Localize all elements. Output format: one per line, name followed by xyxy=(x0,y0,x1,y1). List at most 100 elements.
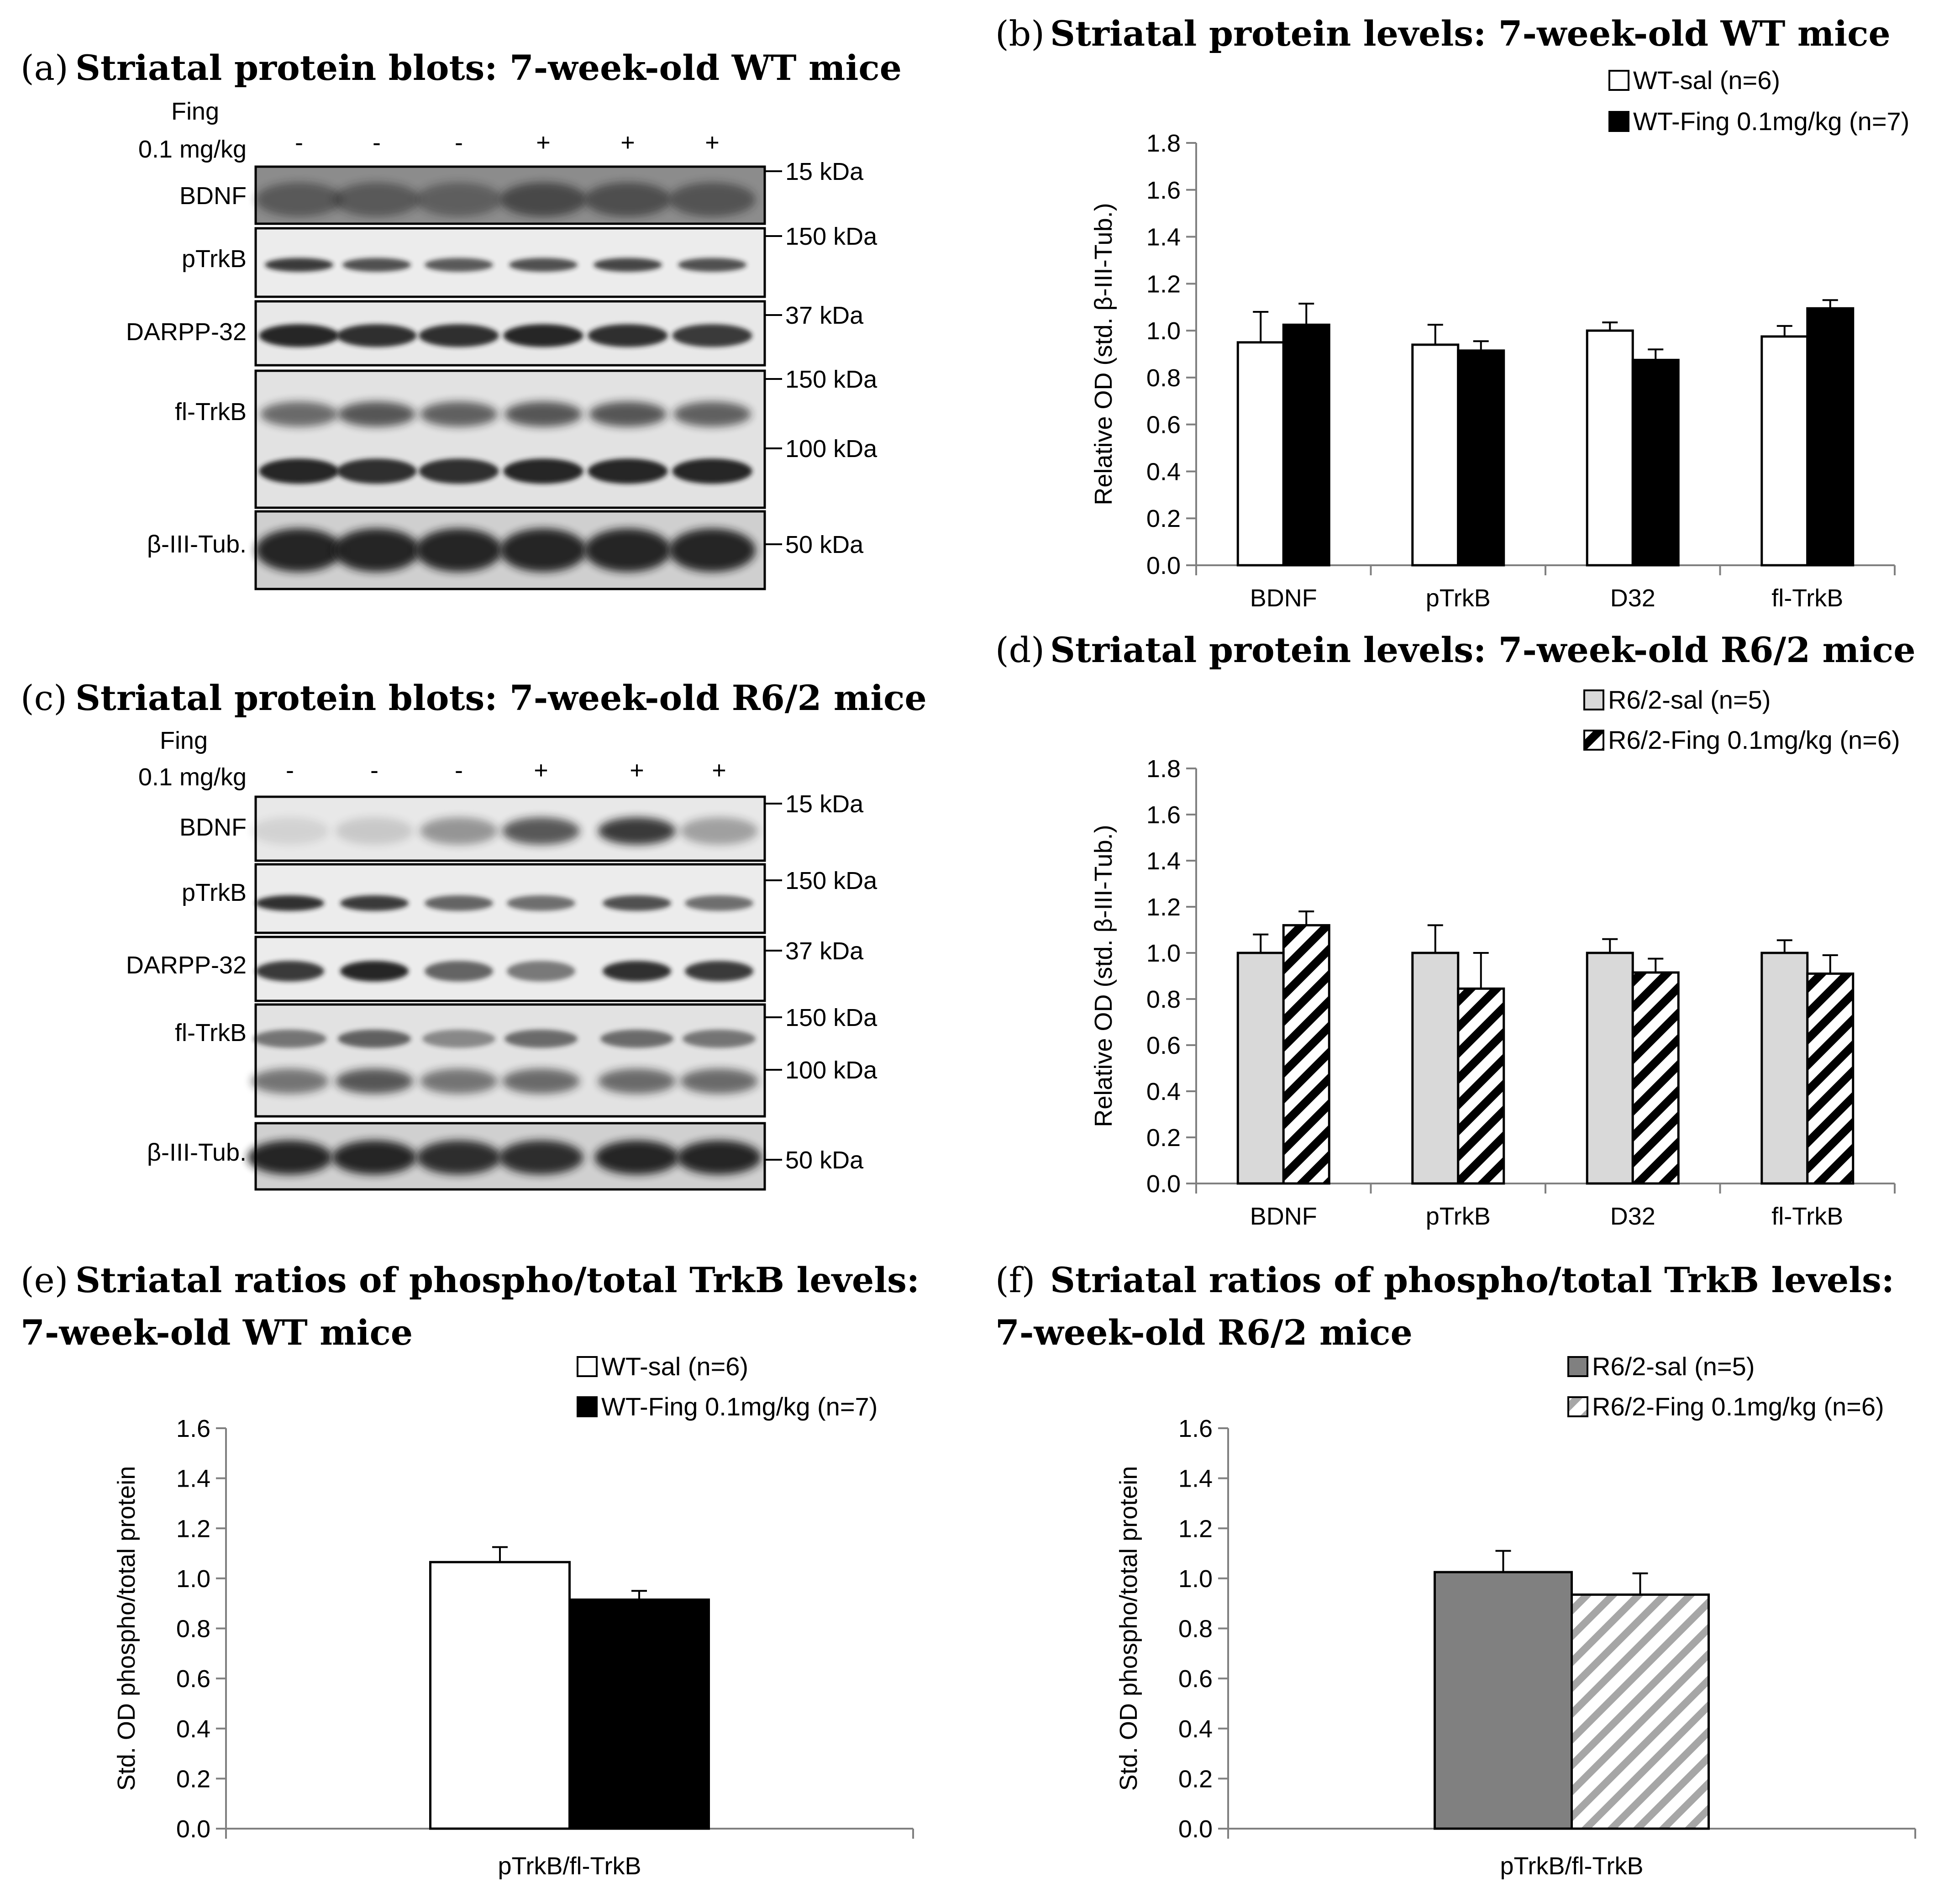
legend-entry-1: R6/2-sal (n=5) xyxy=(1592,1352,1755,1381)
marker-label-2: 150 kDa xyxy=(785,223,878,250)
y-tick-label: 0.6 xyxy=(176,1665,210,1693)
panel-d-letter: (d) xyxy=(995,630,1045,670)
blot-strip-border xyxy=(254,510,766,590)
protein-band xyxy=(499,1140,583,1175)
blot-strip-border xyxy=(254,1122,766,1191)
blot-strip-3 xyxy=(254,300,766,367)
lane-sign-4: + xyxy=(536,129,551,156)
y-tick-label: 1.4 xyxy=(1146,224,1181,251)
bar-black-pTrkB/fl-TrkB xyxy=(568,1598,710,1830)
band-label-4: fl-TrkB xyxy=(175,1019,247,1047)
protein-band xyxy=(669,182,756,217)
protein-band xyxy=(507,961,575,982)
y-tick-label: 0.4 xyxy=(176,1715,210,1743)
y-tick-label: 0.8 xyxy=(1146,986,1181,1013)
y-tick-label: 1.2 xyxy=(176,1515,210,1542)
blot-strip-border xyxy=(254,795,766,862)
panel-c-letter: (c) xyxy=(21,678,67,718)
legend-swatch-1 xyxy=(1567,1356,1588,1377)
band-label-1: BDNF xyxy=(179,182,247,210)
bar-white-BDNF xyxy=(1236,341,1285,567)
x-category-label: pTrkB/fl-TrkB xyxy=(1500,1852,1644,1880)
bar-hatch-light-pTrkB/fl-TrkB xyxy=(1571,1593,1710,1830)
protein-band xyxy=(425,895,493,911)
band-label-2: pTrkB xyxy=(182,879,247,906)
protein-band xyxy=(425,961,493,982)
y-tick-label: 0.4 xyxy=(1146,458,1181,485)
panel-a-marker-labels: 15 kDa 150 kDa 37 kDa 150 kDa 100 kDa 50 kDa xyxy=(765,158,878,558)
marker-label-5: 100 kDa xyxy=(785,1057,878,1084)
blot-strip-1 xyxy=(251,795,766,862)
bar-lightgray-fl-TrkB xyxy=(1760,952,1809,1185)
marker-label-1: 15 kDa xyxy=(785,790,864,818)
protein-band xyxy=(672,324,752,347)
band-label-1: BDNF xyxy=(179,814,247,841)
protein-band xyxy=(415,528,502,572)
y-tick-label: 0.0 xyxy=(1178,1815,1213,1843)
y-tick-label: 0.8 xyxy=(1146,364,1181,392)
protein-band xyxy=(600,1030,673,1048)
protein-band xyxy=(584,182,671,217)
protein-band xyxy=(588,458,668,484)
bar-black-BDNF xyxy=(1282,323,1330,567)
lane-sign-1: - xyxy=(295,129,303,156)
blot-strip-2 xyxy=(254,227,766,298)
y-tick-label: 0.0 xyxy=(1146,552,1181,579)
y-axis-label: Relative OD (std. β-III-Tub.) xyxy=(1090,203,1117,505)
blot-strip-background xyxy=(256,228,765,297)
protein-band xyxy=(422,1030,495,1048)
panel-a-band-labels: BDNF pTrkB DARPP-32 fl-TrkB β-III-Tub. xyxy=(126,182,247,558)
protein-band xyxy=(247,1140,332,1175)
lane-sign-4: + xyxy=(534,757,548,784)
protein-band xyxy=(415,182,502,217)
blot-strip-3 xyxy=(254,936,766,1002)
y-tick-label: 0.6 xyxy=(1146,1032,1181,1059)
lane-sign-5: + xyxy=(630,757,644,784)
blot-strip-border xyxy=(254,369,766,509)
x-category-label: pTrkB/fl-TrkB xyxy=(498,1852,641,1880)
panel-b-title: Striatal protein levels: 7-week-old WT m… xyxy=(1050,13,1891,54)
panel-e-title-line1: Striatal ratios of phospho/total TrkB le… xyxy=(75,1260,920,1300)
chart-f: R6/2-sal (n=5) R6/2-Fing 0.1mg/kg (n=6) 0.… xyxy=(1115,1352,1916,1880)
y-tick-label: 1.2 xyxy=(1146,270,1181,298)
y-tick-label: 1.4 xyxy=(176,1465,210,1493)
y-axis-label: Relative OD (std. β-III-Tub.) xyxy=(1090,825,1117,1127)
legend-entry-2: WT-Fing 0.1mg/kg (n=7) xyxy=(1633,107,1909,136)
marker-label-5: 100 kDa xyxy=(785,435,878,463)
y-tick-label: 1.6 xyxy=(1146,801,1181,829)
protein-band xyxy=(260,401,338,427)
protein-band xyxy=(672,458,752,484)
y-tick-label: 1.2 xyxy=(1178,1515,1213,1542)
blot-strip-border xyxy=(254,936,766,1002)
bar-black-pTrkB xyxy=(1457,349,1505,567)
panel-a-treatment-label: Fing xyxy=(171,98,219,125)
protein-band xyxy=(332,1140,417,1175)
protein-band xyxy=(598,1068,676,1094)
blot-strip-4 xyxy=(254,369,766,509)
protein-band xyxy=(502,817,580,845)
protein-band xyxy=(340,961,409,982)
chart-e: WT-sal (n=6) WT-Fing 0.1mg/kg (n=7) 0.0 0.2… xyxy=(113,1352,914,1880)
blot-strip-2 xyxy=(254,863,766,934)
x-category-label: BDNF xyxy=(1250,584,1317,612)
band-label-3: DARPP-32 xyxy=(126,952,247,979)
legend-swatch-1 xyxy=(577,1356,598,1377)
protein-band xyxy=(416,1140,501,1175)
panel-c-lane-signs: - - - + + + xyxy=(286,757,726,784)
bar-white-pTrkB xyxy=(1411,343,1460,567)
marker-label-3: 37 kDa xyxy=(785,937,864,965)
protein-band xyxy=(419,324,499,347)
band-label-4: fl-TrkB xyxy=(175,398,247,426)
band-label-2: pTrkB xyxy=(182,245,247,273)
protein-band xyxy=(500,182,587,217)
x-category-label: fl-TrkB xyxy=(1771,1203,1843,1230)
protein-band xyxy=(677,1140,762,1175)
marker-label-4: 150 kDa xyxy=(785,1004,878,1031)
y-tick-label: 1.0 xyxy=(176,1565,210,1593)
protein-band xyxy=(265,258,333,272)
band-label-5: β-III-Tub. xyxy=(147,1139,247,1166)
legend-entry-2: WT-Fing 0.1mg/kg (n=7) xyxy=(601,1392,878,1421)
legend-swatch-2 xyxy=(577,1396,598,1417)
protein-band xyxy=(336,817,413,845)
